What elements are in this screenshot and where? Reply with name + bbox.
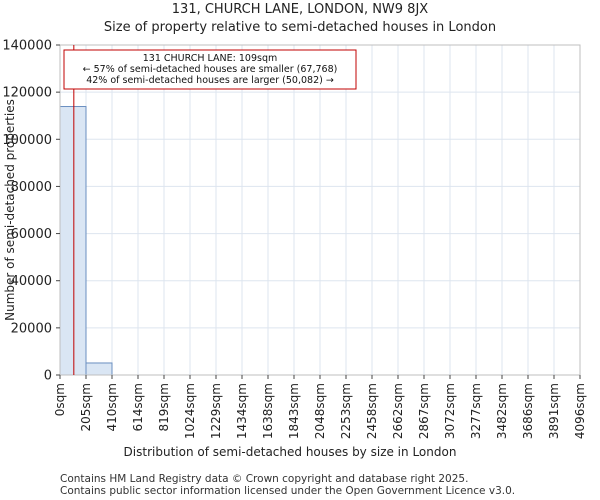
x-tick-label: 2253sqm [339,383,353,439]
x-tick-label: 614sqm [131,383,145,431]
x-tick-label: 205sqm [79,383,93,431]
bar [85,362,113,376]
bar [59,106,87,376]
annotation-box: 131 CHURCH LANE: 109sqm ← 57% of semi-de… [63,49,357,90]
x-tick-label: 819sqm [157,383,171,431]
y-tick-label: 140000 [2,39,52,54]
x-tick-labels: 0sqm 205sqm 410sqm 614sqm 819sqm 1024sqm 1229s… [53,375,587,439]
x-tick-label: 2867sqm [417,383,431,439]
annotation-line-3: 42% of semi-detached houses are larger (… [86,75,334,86]
y-tick-label: 0 [44,369,52,384]
x-tick-label: 3686sqm [521,383,535,439]
chart-title: Size of property relative to semi-detach… [103,20,497,35]
y-tick-label: 20000 [11,321,52,336]
x-tick-label: 410sqm [105,383,119,431]
x-tick-label: 3277sqm [469,383,483,439]
x-tick-label: 0sqm [53,383,67,416]
chart-title-address: 131, CHURCH LANE, LONDON, NW9 8JX [171,2,429,17]
y-tick-label: 60000 [11,227,52,242]
x-tick-label: 3482sqm [495,383,509,439]
x-axis-label: Distribution of semi-detached houses by … [124,445,457,459]
y-tick-label: 120000 [2,86,52,101]
x-tick-label: 1024sqm [183,383,197,439]
y-tick-label: 100000 [2,133,52,148]
y-tick-labels: 0 20000 40000 60000 80000 100000 120000 140000 [2,39,60,384]
grid-lines [59,44,581,376]
y-tick-label: 40000 [11,274,52,289]
footer-copyright: Contains HM Land Registry data © Crown c… [60,473,469,485]
y-tick-label: 80000 [11,180,52,195]
annotation-line-2: ← 57% of semi-detached houses are smalle… [83,64,338,75]
annotation-frame [63,49,357,90]
footer-licence: Contains public sector information licen… [60,485,516,497]
x-tick-label: 1434sqm [235,383,249,439]
x-tick-label: 1229sqm [209,383,223,439]
bars [59,106,113,376]
annotation-line-1: 131 CHURCH LANE: 109sqm [143,53,278,64]
x-tick-label: 2662sqm [391,383,405,439]
x-tick-label: 3891sqm [547,383,561,439]
x-tick-label: 2048sqm [313,383,327,439]
x-tick-label: 1843sqm [287,383,301,439]
x-tick-label: 1638sqm [261,383,275,439]
y-axis-label: Number of semi-detached properties [3,99,17,321]
x-tick-label: 3072sqm [443,383,457,439]
x-tick-label: 4096sqm [573,383,587,439]
x-tick-label: 2458sqm [365,383,379,439]
